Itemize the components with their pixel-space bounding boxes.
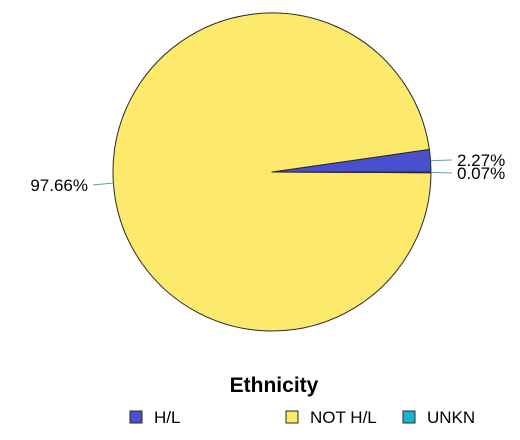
value-label-not-h-l: 97.66% bbox=[30, 176, 88, 195]
slice-labels: 2.27% 97.66% 0.07% bbox=[30, 151, 505, 195]
legend-item-unkn: UNKN bbox=[402, 408, 475, 427]
legend-swatch-h-l bbox=[129, 410, 143, 424]
value-label-h-l: 2.27% bbox=[457, 151, 505, 170]
legend-title: Ethnicity bbox=[230, 374, 319, 397]
legend-label-unkn: UNKN bbox=[427, 408, 475, 427]
value-label-unkn: 0.07% bbox=[457, 164, 505, 183]
leader-lines bbox=[92, 159, 453, 186]
legend-label-h-l: H/L bbox=[154, 408, 180, 427]
legend-item-not-h-l: NOT H/L bbox=[285, 408, 377, 427]
leader-line-h-l bbox=[430, 159, 453, 162]
legend-label-not-h-l: NOT H/L bbox=[310, 408, 377, 427]
legend-swatch-not-h-l bbox=[285, 410, 299, 424]
leader-line-not-h-l bbox=[92, 182, 114, 186]
legend: H/L NOT H/L UNKN bbox=[129, 408, 475, 427]
pie-slice-unkn bbox=[271, 171, 432, 174]
legend-swatch-unkn bbox=[402, 410, 416, 424]
legend-item-h-l: H/L bbox=[129, 408, 180, 427]
leader-line-unkn bbox=[430, 171, 453, 174]
pie-slices bbox=[112, 12, 432, 332]
